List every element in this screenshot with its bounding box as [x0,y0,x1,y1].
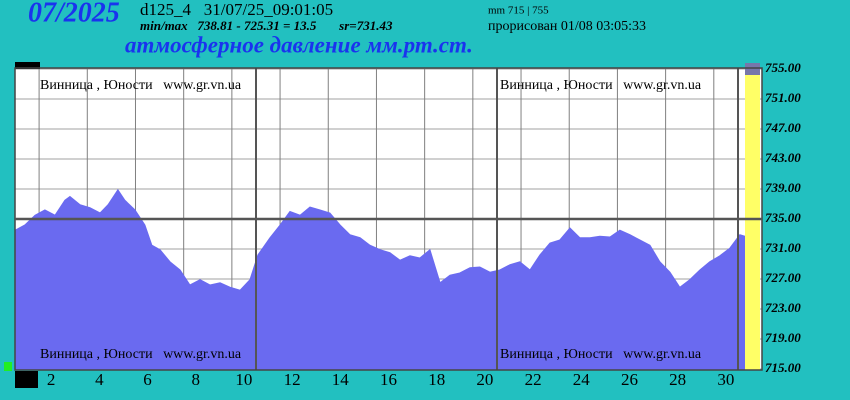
x-tick-label: 16 [380,370,397,389]
station-time: d125_4 31/07/25_09:01:05 [140,0,333,19]
x-tick-label: 2 [47,370,56,389]
min-max: min/max 738.81 - 725.31 = 13.5 sr=731.43 [140,18,393,33]
x-tick-label: 14 [332,370,350,389]
y-tick-label: 715.00 [765,360,801,375]
scale-range: mm 715 | 755 [488,5,549,17]
x-tick-label: 12 [284,370,301,389]
chart-title: атмосферное давление мм.рт.ст. [125,32,473,57]
drawn-time: прорисован 01/08 03:05:33 [488,19,646,34]
period-label: 07/2025 [28,0,120,28]
x-tick-label: 18 [428,370,445,389]
x-tick-label: 4 [95,370,104,389]
watermark: Винница , Юности www.gr.vn.ua [40,347,242,362]
x-tick-label: 6 [143,370,152,389]
scale-marker [745,63,760,75]
watermark: Винница , Юности www.gr.vn.ua [500,347,702,362]
x-tick-label: 10 [235,370,252,389]
y-tick-label: 743.00 [765,150,801,165]
x-tick-label: 30 [717,370,734,389]
y-tick-label: 731.00 [765,240,801,255]
corner-box [15,62,40,69]
x-tick-label: 20 [476,370,493,389]
x-tick-label: 24 [573,370,591,389]
y-tick-label: 739.00 [765,180,801,195]
y-tick-label: 751.00 [765,90,801,105]
y-tick-label: 723.00 [765,300,801,315]
x-tick-label: 8 [191,370,200,389]
y-tick-label: 719.00 [765,330,801,345]
watermark: Винница , Юности www.gr.vn.ua [500,78,702,93]
corner-box [15,371,38,388]
x-tick-label: 28 [669,370,686,389]
area [14,188,746,370]
x-tick-label: 22 [525,370,542,389]
x-tick-label: 26 [621,370,638,389]
watermark: Винница , Юности www.gr.vn.ua [40,78,242,93]
y-tick-label: 747.00 [765,120,801,135]
y-tick-label: 727.00 [765,270,801,285]
status-dot [4,362,12,371]
y-tick-label: 735.00 [765,210,801,225]
y-tick-label: 755.00 [765,60,801,75]
marks [14,188,746,370]
